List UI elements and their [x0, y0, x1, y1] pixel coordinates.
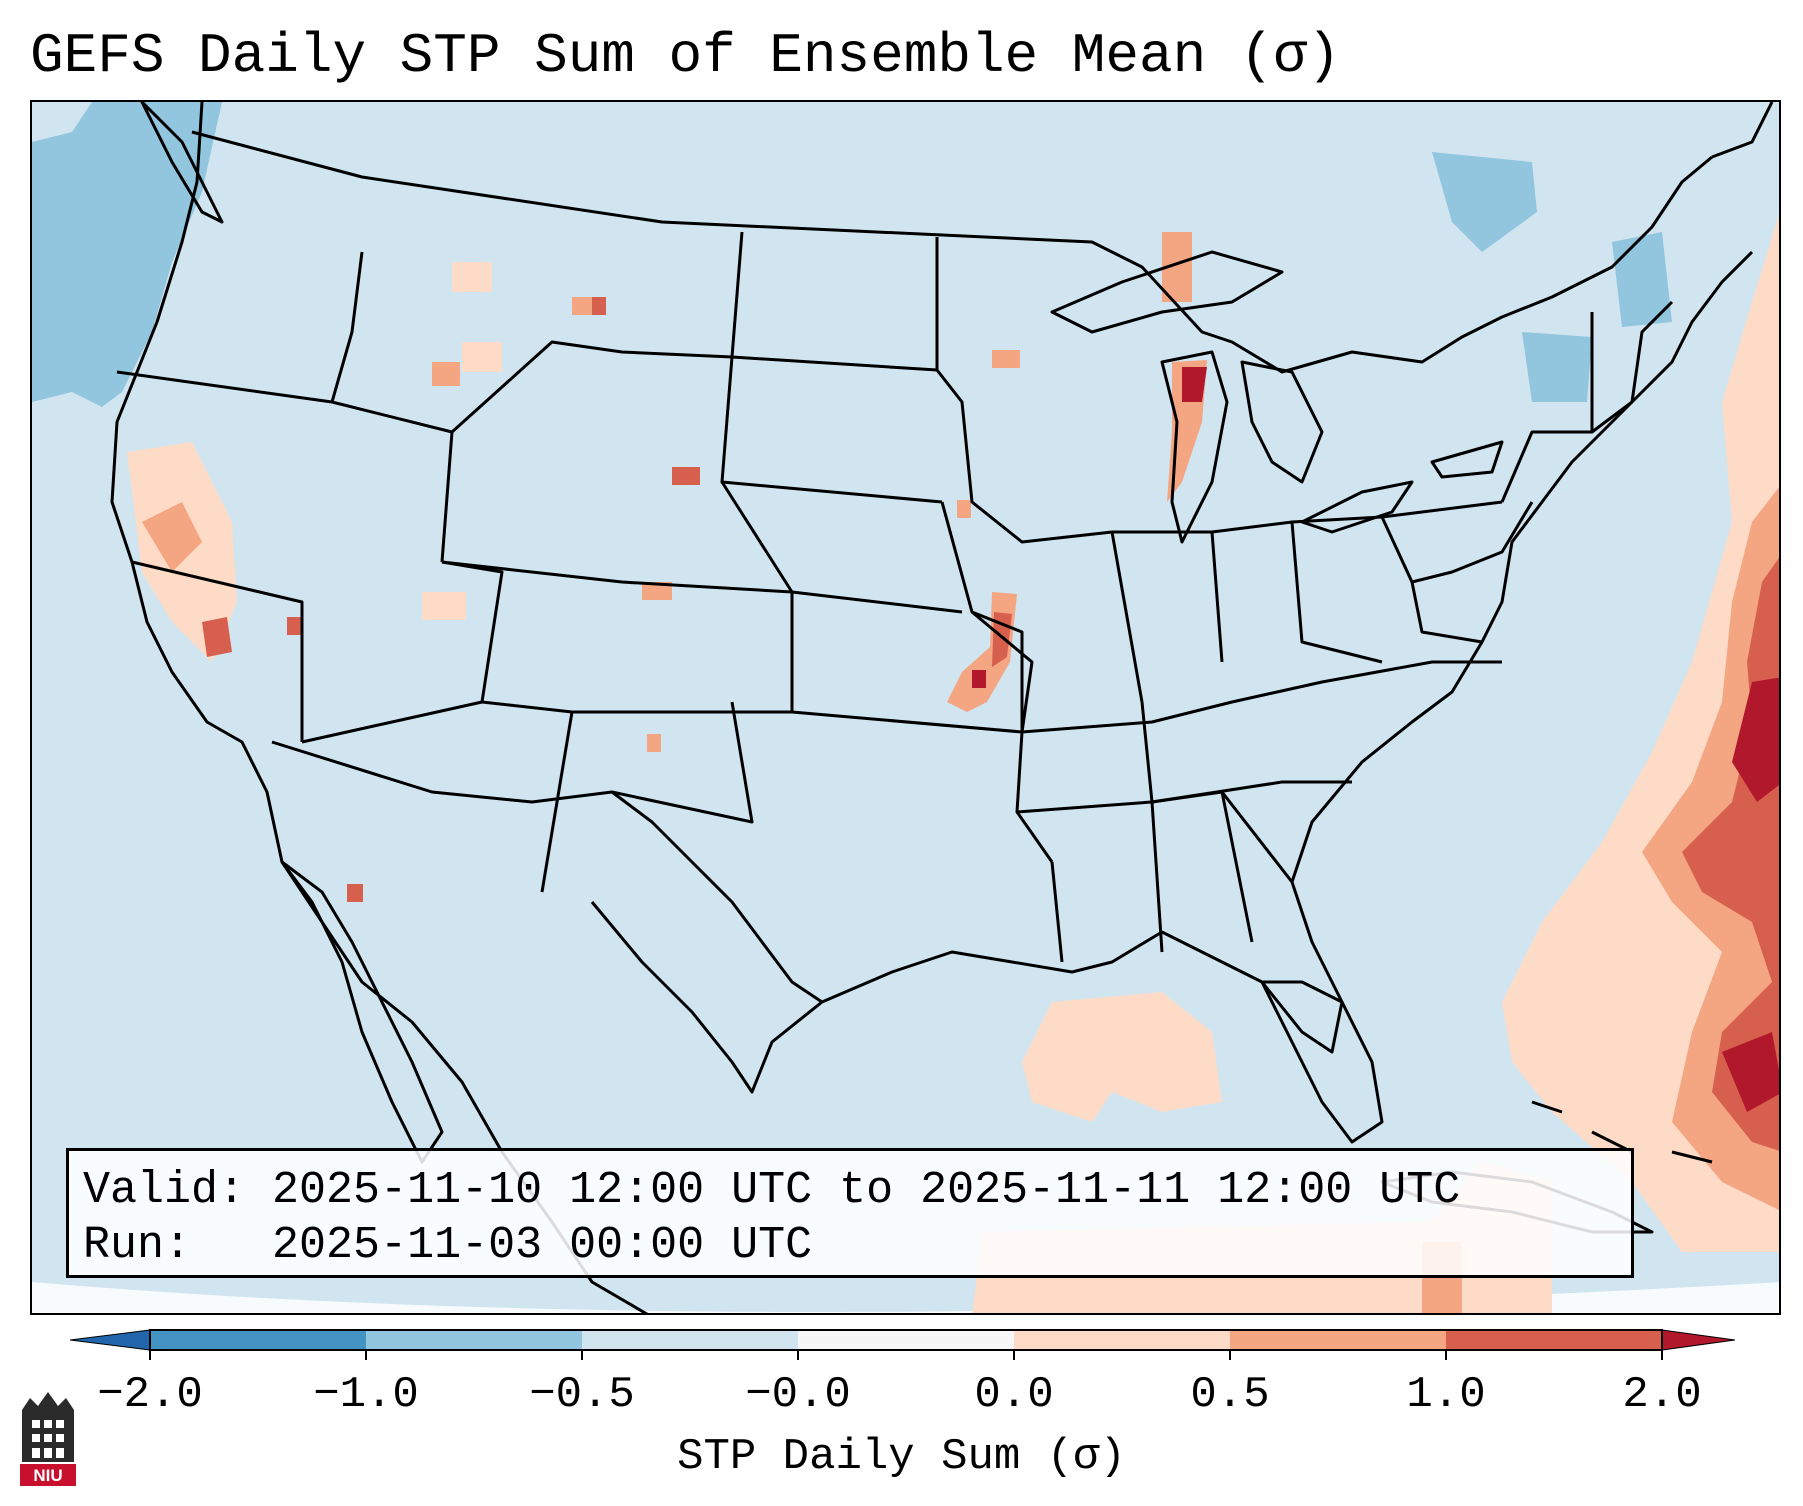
valid-label: Valid:	[83, 1165, 246, 1216]
lake-huron	[1240, 360, 1324, 484]
colorbar-seg-2	[366, 1330, 582, 1350]
colorbar	[70, 1329, 1735, 1360]
montana-patch-2	[592, 297, 606, 315]
lake-erie	[1300, 480, 1414, 534]
colorado-patch	[642, 582, 672, 600]
colorbar-seg-5	[1014, 1330, 1230, 1350]
maritimes	[1711, 102, 1774, 159]
colorbar-seg-1	[150, 1330, 366, 1350]
tick-label-neg-0-5: −0.5	[529, 1370, 635, 1420]
idaho-patch-2	[462, 342, 502, 372]
pacific-coast	[110, 102, 649, 1313]
tick-label-1: 1.0	[1406, 1370, 1486, 1420]
colorbar-extend-high	[1661, 1329, 1735, 1351]
baja-patch	[347, 884, 363, 902]
ontario-negative-patch	[1432, 152, 1537, 252]
atlantic-extreme-cell-2	[1722, 1032, 1779, 1112]
colorbar-seg-6	[1230, 1330, 1446, 1350]
florida	[1260, 980, 1384, 1144]
logo-text: NIU	[33, 1466, 62, 1485]
michigan-strong	[1182, 367, 1207, 402]
tick-label-0-5: 0.5	[1190, 1370, 1270, 1420]
pacific-negative-region	[32, 102, 222, 407]
baja-california	[280, 860, 444, 1164]
quebec-negative-patch	[1612, 232, 1672, 327]
utah-patch	[422, 592, 466, 620]
colorbar-outline	[149, 1329, 1663, 1351]
chart-title: GEFS Daily STP Sum of Ensemble Mean (σ)	[30, 24, 1341, 88]
lake-michigan	[1160, 350, 1229, 544]
idaho-patch-1	[432, 362, 460, 386]
mexico-border	[271, 740, 823, 1004]
run-label: Run:	[83, 1220, 192, 1271]
gulf-positive-region	[1022, 992, 1222, 1122]
tick-label-2: 2.0	[1622, 1370, 1702, 1420]
canada-border	[191, 130, 1713, 374]
pacific-negative-patch	[32, 102, 92, 142]
california-strong-patch	[202, 617, 232, 657]
nevada-patch	[287, 617, 303, 635]
newyork-negative-patch	[1522, 332, 1592, 402]
map-svg	[32, 102, 1779, 1313]
minnesota-patch	[992, 350, 1020, 368]
vancouver-island	[140, 102, 224, 224]
valid-info-box: Valid: 2025-11-10 12:00 UTC to 2025-11-1…	[66, 1148, 1634, 1278]
lake-ontario	[1430, 440, 1504, 479]
nm-patch	[647, 734, 661, 752]
run-value: 2025-11-03 00:00 UTC	[272, 1220, 813, 1271]
missouri-extreme	[972, 670, 986, 688]
colorbar-seg-3	[582, 1330, 798, 1350]
bahamas-1	[1531, 1100, 1563, 1114]
colorbar-extend-low	[70, 1329, 151, 1351]
colorbar-seg-7	[1446, 1330, 1662, 1350]
atlantic-extreme-cell-1	[1732, 677, 1779, 802]
borders	[110, 102, 1774, 1313]
colorbar-label: STP Daily Sum (σ)	[677, 1432, 1126, 1482]
nebraska-patch	[672, 467, 700, 485]
tick-label-neg-0: −0.0	[745, 1370, 851, 1420]
tick-label-neg-2: −2.0	[97, 1370, 203, 1420]
valid-value: 2025-11-10 12:00 UTC to 2025-11-11 12:00…	[272, 1165, 1461, 1216]
california-moderate-patch	[142, 502, 202, 572]
tick-label-neg-1: −1.0	[313, 1370, 419, 1420]
montana-patch-3	[452, 262, 492, 292]
tick-label-0: 0.0	[974, 1370, 1054, 1420]
niu-logo-icon: NIU	[20, 1392, 76, 1486]
colorbar-ticks	[149, 1350, 1663, 1360]
bahamas-3	[1671, 1150, 1713, 1164]
lake-superior	[1050, 250, 1284, 334]
colorbar-seg-4	[798, 1330, 1014, 1350]
iowa-patch	[957, 500, 971, 518]
map-panel	[30, 100, 1781, 1315]
